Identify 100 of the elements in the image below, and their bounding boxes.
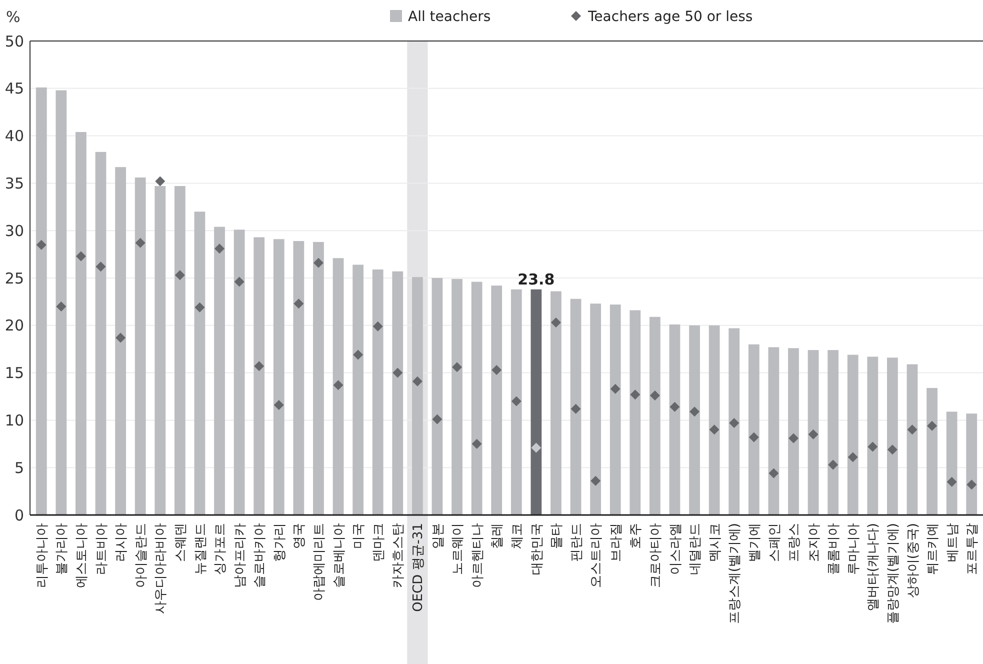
x-tick-label: 카자흐스탄: [391, 523, 406, 588]
point: [333, 380, 344, 390]
x-tick-label: OECD 평균-31: [410, 523, 426, 612]
y-tick-label: 45: [4, 80, 24, 98]
bar: [748, 344, 760, 515]
point: [372, 321, 383, 332]
bar: [887, 358, 898, 515]
point: [353, 350, 364, 360]
x-tick-label: 슬로베니아: [332, 523, 347, 588]
point: [709, 424, 720, 435]
bar: [412, 277, 423, 515]
x-tick-label: 아이슬란드: [134, 523, 149, 588]
bar: [234, 230, 245, 515]
bar: [36, 87, 47, 515]
bar: [273, 239, 284, 515]
x-tick-label: 영국: [292, 523, 308, 549]
x-tick-label: 루마니아: [846, 523, 862, 575]
bar: [630, 310, 641, 515]
point: [36, 240, 46, 250]
point: [946, 476, 957, 487]
point: [313, 258, 324, 268]
x-tick-label: 라트비아: [94, 523, 110, 575]
point: [511, 396, 522, 406]
bar: [154, 186, 166, 515]
bar: [650, 316, 660, 515]
point: [729, 418, 740, 428]
x-tick-label: 미국: [352, 523, 367, 549]
y-tick-label: 10: [4, 411, 24, 430]
point: [214, 244, 225, 254]
x-tick-label: 사우디아라비아: [154, 523, 169, 614]
bar: [808, 350, 819, 515]
point: [768, 468, 779, 478]
point: [630, 390, 640, 400]
x-tick-label: 플랑망계(벨기에): [886, 523, 901, 624]
point: [234, 276, 244, 287]
x-tick-label: 베트남: [945, 523, 960, 562]
point: [887, 444, 898, 455]
x-tick-label: 벨기에: [747, 523, 762, 562]
x-tick-label: 싱가포르: [213, 523, 228, 575]
bar: [471, 282, 482, 515]
point: [868, 442, 878, 452]
x-tick-label: 스페인: [767, 523, 782, 562]
x-tick-label: 일본: [430, 523, 446, 549]
point: [472, 438, 482, 449]
bar: [867, 356, 878, 515]
point: [927, 420, 938, 431]
point: [76, 251, 86, 262]
point: [788, 433, 798, 444]
bar: [491, 286, 502, 515]
x-tick-label: 남아프리카: [232, 523, 248, 588]
bar: [946, 412, 958, 515]
x-tick-label: 브라질: [608, 523, 624, 562]
bar: [768, 347, 780, 515]
bar: [728, 328, 740, 515]
bar: [115, 167, 126, 515]
x-tick-label: 헝가리: [272, 523, 288, 562]
y-tick-label: 30: [4, 222, 24, 240]
x-tick-label: 뉴질랜드: [193, 523, 208, 575]
x-tick-label: 앨버타(캐나다): [866, 523, 882, 612]
point: [670, 402, 680, 412]
bar: [372, 269, 384, 515]
x-tick-label: 칠레: [490, 523, 506, 549]
point: [392, 368, 403, 378]
point: [432, 414, 442, 424]
bar: [847, 354, 858, 515]
point: [590, 476, 601, 486]
y-axis-title: %: [6, 8, 20, 26]
bar: [313, 242, 324, 515]
bar: [590, 304, 602, 515]
point: [155, 176, 166, 186]
x-tick-label: 스웨덴: [173, 523, 188, 562]
point: [966, 480, 977, 490]
point: [274, 400, 284, 410]
point: [56, 301, 66, 312]
bar: [530, 289, 542, 515]
y-tick-label: 35: [4, 174, 24, 192]
point: [808, 429, 818, 440]
bar: [174, 186, 186, 515]
x-tick-label: 노르웨이: [450, 523, 466, 575]
point: [452, 362, 462, 372]
bar: [95, 152, 106, 515]
x-tick-label: 핀란드: [569, 523, 584, 562]
bar: [452, 278, 462, 515]
point: [828, 460, 838, 470]
y-tick-label: 5: [14, 458, 24, 477]
bar: [510, 289, 522, 515]
point: [412, 376, 422, 386]
x-tick-label: 대한민국: [530, 523, 545, 575]
point: [294, 298, 304, 309]
x-tick-label: 이스라엘: [668, 523, 684, 575]
bar: [134, 178, 146, 515]
bar: [392, 271, 404, 515]
x-tick-label: 덴마크: [371, 523, 386, 562]
x-tick-label: 호주: [628, 523, 644, 549]
x-tick-label: 튀르키예: [926, 523, 941, 575]
y-tick-label: 40: [4, 127, 24, 146]
bar: [966, 414, 978, 515]
x-tick-label: 오스트리아: [589, 523, 604, 588]
bar: [669, 324, 680, 515]
point: [96, 262, 106, 272]
